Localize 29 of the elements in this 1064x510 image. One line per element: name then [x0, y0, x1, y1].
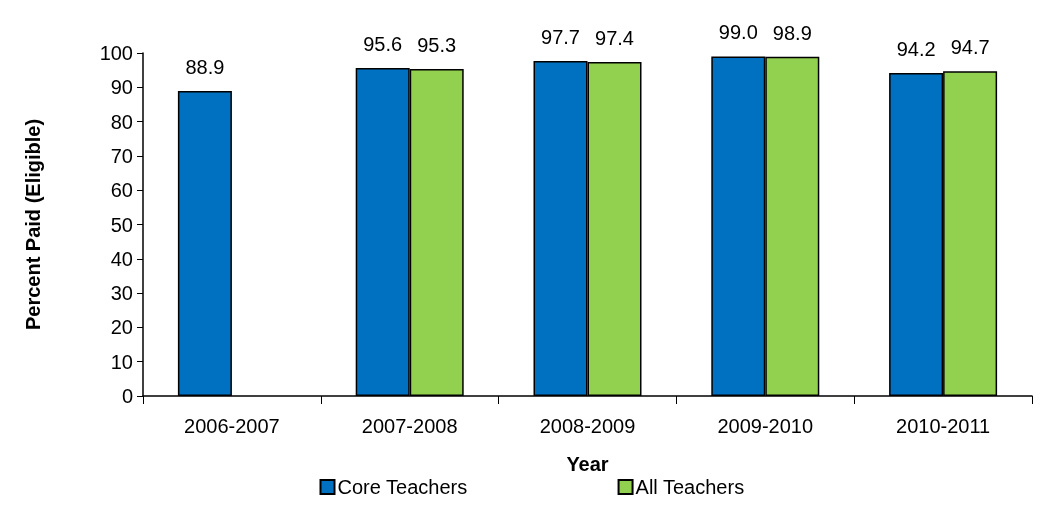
x-tick-label: 2006-2007	[184, 415, 280, 437]
x-axis-title: Year	[566, 453, 609, 475]
data-label: 94.7	[950, 36, 990, 59]
data-label: 97.7	[541, 25, 580, 48]
legend-label: All Teachers	[635, 476, 745, 498]
y-axis-title: Percent Paid (Eligible)	[22, 118, 44, 331]
x-tick-label: 2009-2010	[717, 415, 814, 437]
data-label: 95.3	[417, 34, 457, 57]
data-label: 94.2	[896, 37, 936, 60]
y-tick-label: 10	[110, 350, 133, 373]
data-label: 99.0	[718, 21, 758, 44]
data-label: 88.9	[185, 56, 225, 79]
y-tick-label: 60	[110, 179, 133, 202]
x-tick-label: 2007-2008	[361, 415, 458, 437]
legend-label: Core Teachers	[337, 476, 468, 498]
data-label: 95.6	[363, 33, 403, 56]
y-tick-label: 40	[110, 247, 133, 270]
y-tick-label: 50	[110, 213, 133, 236]
x-tick-label: 2010-2011	[896, 415, 991, 437]
y-tick-label: 30	[110, 282, 133, 305]
y-tick-label: 20	[110, 316, 133, 339]
data-label: 97.4	[595, 26, 634, 49]
y-tick-label: 0	[121, 385, 133, 407]
x-tick-label: 2008-2009	[539, 415, 636, 437]
y-tick-label: 70	[110, 144, 133, 167]
y-tick-label: 100	[99, 42, 133, 64]
y-tick-label: 90	[110, 76, 133, 99]
data-label: 98.9	[772, 21, 812, 44]
y-tick-label: 80	[110, 110, 133, 133]
